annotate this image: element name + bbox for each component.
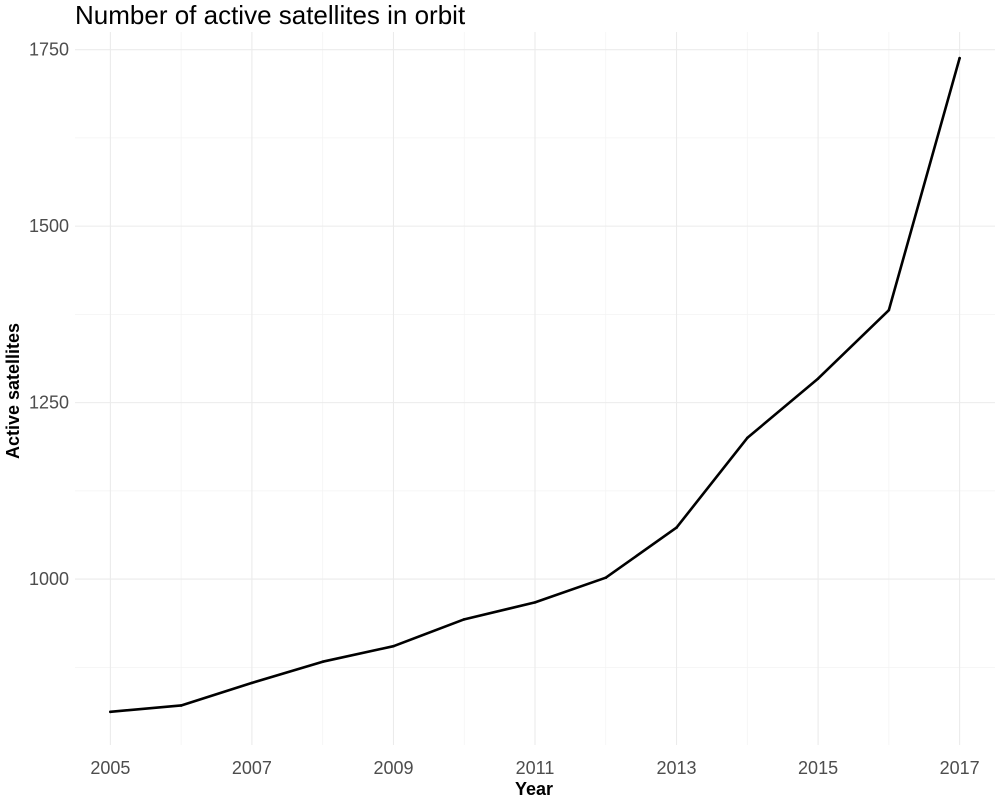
y-tick-label: 1500 xyxy=(29,216,69,236)
data-point-2006 xyxy=(179,704,183,707)
y-tick-label: 1000 xyxy=(29,569,69,589)
data-point-2005 xyxy=(109,710,112,714)
data-point-2015 xyxy=(816,377,820,380)
x-tick-label: 2011 xyxy=(516,758,555,778)
x-tick-label: 2005 xyxy=(90,758,130,778)
x-tick-label: 2017 xyxy=(940,758,980,778)
data-point-2014 xyxy=(746,436,749,440)
y-tick-label: 1750 xyxy=(29,40,69,60)
x-tick-label: 2013 xyxy=(657,758,697,778)
y-tick-label: 1250 xyxy=(29,393,69,413)
data-point-2009 xyxy=(392,644,395,648)
x-tick-label: 2015 xyxy=(798,758,838,778)
data-points xyxy=(109,56,961,714)
y-tick-labels: 1000 1250 1500 1750 xyxy=(29,40,69,589)
chart-title: Number of active satellites in orbit xyxy=(75,0,466,30)
x-tick-label: 2007 xyxy=(232,758,272,778)
data-point-2013 xyxy=(675,526,678,529)
data-point-2007 xyxy=(250,681,254,685)
data-point-2011 xyxy=(533,601,537,604)
x-axis-title: Year xyxy=(515,779,553,799)
data-point-2016 xyxy=(887,308,891,312)
data-point-2010 xyxy=(462,618,466,621)
y-axis-title: Active satellites xyxy=(3,323,23,459)
data-point-2017 xyxy=(958,56,961,60)
data-point-2008 xyxy=(321,660,324,663)
x-tick-labels: 2005 2007 2009 2011 2013 2015 2017 xyxy=(90,758,979,778)
major-gridlines xyxy=(75,32,995,745)
data-point-2012 xyxy=(604,576,608,579)
x-tick-label: 2009 xyxy=(373,758,413,778)
